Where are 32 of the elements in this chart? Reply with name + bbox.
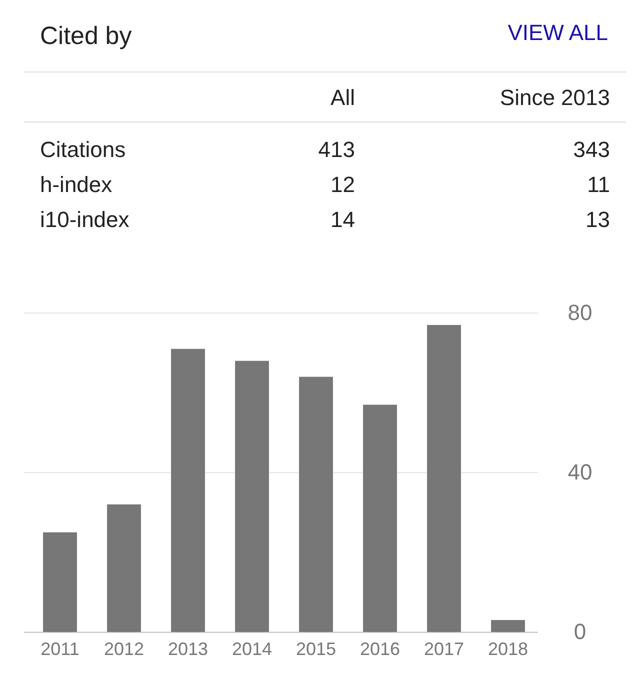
y-tick-label: 80 <box>568 300 592 326</box>
text: All <box>330 85 355 110</box>
bar <box>171 348 205 632</box>
bar <box>427 324 461 632</box>
chart-title: Cited by <box>40 22 132 50</box>
x-tick-label: 2014 <box>232 638 272 659</box>
bar <box>299 376 333 632</box>
bar <box>491 620 525 632</box>
text: 14 <box>330 207 355 232</box>
bar <box>363 404 397 632</box>
x-tick-label: 2018 <box>488 638 528 659</box>
text: 13 <box>586 207 610 232</box>
x-tick-label: 2011 <box>40 638 80 659</box>
text: 11 <box>587 172 610 197</box>
x-tick-label: 2016 <box>360 638 400 659</box>
text: h-index <box>40 172 112 197</box>
text: i10-index <box>40 207 130 232</box>
x-tick-label: 2017 <box>424 638 464 659</box>
x-tick-label: 2012 <box>104 638 144 659</box>
text: 343 <box>573 137 610 162</box>
bar <box>43 532 77 632</box>
text: 12 <box>330 172 355 197</box>
bar <box>235 360 269 632</box>
text: VIEW ALL <box>508 20 608 45</box>
text: 413 <box>318 137 355 162</box>
x-tick-label: 2015 <box>296 638 336 659</box>
y-tick-label: 0 <box>574 619 586 644</box>
x-tick-label: 2013 <box>168 638 208 659</box>
text: Since 2013 <box>500 85 610 110</box>
text: Citations <box>40 137 126 162</box>
bar <box>107 504 141 632</box>
y-tick-label: 40 <box>568 460 592 485</box>
